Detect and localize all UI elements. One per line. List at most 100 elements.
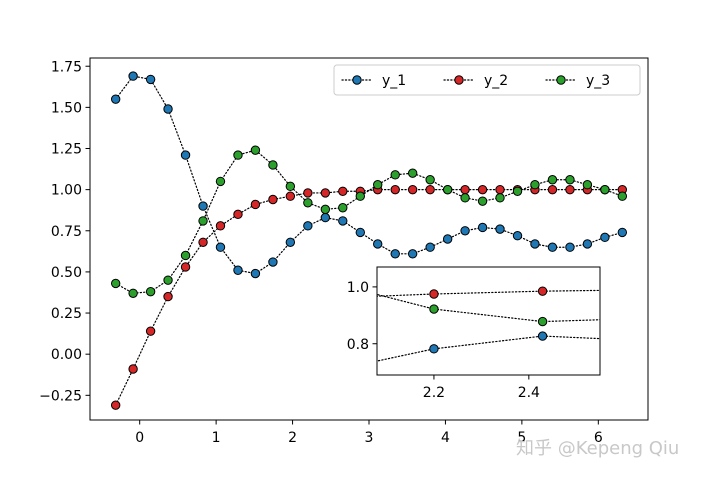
- main-point-y_1: [582, 239, 593, 249]
- main-point-y_1: [215, 242, 226, 252]
- main-point-y_1: [355, 227, 365, 238]
- inset-series-layer: [377, 286, 600, 362]
- main-point-y_1: [495, 224, 505, 234]
- main-point-y_1: [268, 257, 278, 267]
- main-point-y_1: [512, 231, 523, 241]
- main-point-y_3: [390, 170, 400, 180]
- main-ticks-layer: 0 1 2 3 4 5 6 −0.25 0.00 0.25 0.50 0.75 1.00 1.25 1.50…: [39, 59, 603, 446]
- main-point-y_2: [250, 199, 261, 210]
- main-xtick-label: 5: [517, 430, 526, 446]
- main-point-y_3: [600, 184, 610, 195]
- main-point-y_2: [128, 364, 138, 374]
- main-point-y_3: [268, 160, 278, 170]
- main-point-y_1: [250, 268, 261, 279]
- main-point-y_3: [407, 168, 418, 178]
- main-point-y_2: [407, 184, 418, 195]
- main-series-layer: [110, 71, 628, 410]
- main-point-y_3: [128, 288, 138, 298]
- main-point-y_1: [110, 94, 121, 104]
- main-xtick-label: 1: [212, 430, 221, 446]
- main-point-y_3: [145, 286, 156, 297]
- main-point-y_1: [145, 74, 156, 85]
- watermark-text: 知乎 @Kepeng Qiu: [516, 438, 679, 459]
- main-point-y_1: [600, 232, 610, 243]
- inset-line-y_3: [377, 293, 600, 323]
- inset-point-y_1: [537, 331, 548, 341]
- main-point-y_1: [617, 227, 628, 238]
- main-point-y_3: [320, 204, 331, 215]
- inset-ticks-layer: 2.2 2.4 0.8 1.0: [347, 280, 540, 401]
- main-ytick-label: 1.50: [51, 100, 82, 116]
- main-xtick-label: 0: [135, 430, 144, 446]
- main-point-y_3: [582, 180, 593, 190]
- legend-marker-y_1: [352, 75, 362, 85]
- legend-marker-y_3: [556, 75, 566, 85]
- main-point-y_3: [285, 181, 296, 192]
- main-point-y_1: [198, 201, 208, 211]
- main-point-y_2: [425, 184, 435, 195]
- main-point-y_1: [547, 242, 558, 252]
- main-point-y_2: [320, 188, 331, 198]
- inset-line-y_2: [377, 289, 600, 297]
- main-point-y_3: [530, 180, 540, 190]
- main-point-y_3: [617, 191, 628, 201]
- main-axes-frame: [89, 57, 649, 421]
- main-point-y_2: [495, 184, 505, 195]
- inset-ytick-label: 0.8: [347, 337, 369, 353]
- main-point-y_3: [442, 184, 453, 195]
- legend-box: [333, 64, 641, 96]
- main-point-y_2: [163, 291, 173, 302]
- main-ytick-label: 0.50: [51, 265, 82, 281]
- main-point-y_2: [338, 186, 348, 196]
- legend-marker-y_2: [454, 75, 464, 85]
- main-ytick-label: 0.25: [51, 306, 82, 322]
- main-point-y_2: [198, 237, 208, 247]
- main-point-y_1: [285, 237, 296, 247]
- main-point-y_3: [373, 180, 383, 190]
- main-point-y_3: [565, 175, 575, 185]
- main-point-y_3: [547, 175, 558, 185]
- main-ytick-label: 1.25: [51, 142, 82, 158]
- main-point-y_2: [110, 400, 121, 410]
- main-point-y_3: [477, 196, 488, 206]
- main-point-y_2: [547, 184, 558, 195]
- main-point-y_3: [512, 186, 523, 196]
- main-point-y_1: [477, 222, 488, 233]
- main-point-y_3: [495, 193, 505, 203]
- inset-ytick-label: 1.0: [347, 280, 369, 296]
- main-point-y_1: [407, 249, 418, 259]
- main-point-y_2: [303, 188, 313, 198]
- inset-xtick-label: 2.4: [518, 385, 540, 401]
- inset-axes-frame: [376, 266, 601, 376]
- inset-point-y_2: [537, 286, 548, 296]
- main-xtick-label: 3: [365, 430, 374, 446]
- main-point-y_2: [180, 262, 191, 272]
- inset-xtick-label: 2.2: [423, 385, 445, 401]
- inset-point-y_1: [429, 344, 439, 354]
- main-ytick-label: 0.00: [51, 347, 82, 363]
- main-point-y_2: [477, 184, 488, 195]
- main-xtick-label: 6: [594, 430, 603, 446]
- main-point-y_3: [198, 216, 208, 226]
- main-point-y_2: [285, 191, 296, 201]
- main-point-y_1: [233, 265, 243, 275]
- main-point-y_3: [233, 150, 243, 160]
- main-point-y_1: [425, 242, 435, 252]
- inset-point-y_3: [429, 304, 439, 314]
- legend-label-y_2: y_2: [484, 73, 508, 89]
- legend-label-y_3: y_3: [586, 73, 610, 89]
- main-point-y_1: [128, 71, 138, 81]
- main-point-y_2: [268, 194, 278, 205]
- main-point-y_1: [320, 212, 331, 223]
- legend: y_1 y_2 y_3: [333, 64, 641, 96]
- inset-point-y_3: [537, 316, 548, 327]
- main-point-y_3: [215, 176, 226, 187]
- main-point-y_1: [338, 216, 348, 226]
- main-ytick-label: 1.00: [51, 183, 82, 199]
- main-point-y_2: [233, 209, 243, 220]
- main-point-y_2: [460, 184, 470, 195]
- main-line-y_1: [115, 75, 623, 275]
- main-point-y_3: [110, 278, 121, 289]
- main-point-y_3: [425, 175, 435, 185]
- legend-label-y_1: y_1: [382, 73, 406, 89]
